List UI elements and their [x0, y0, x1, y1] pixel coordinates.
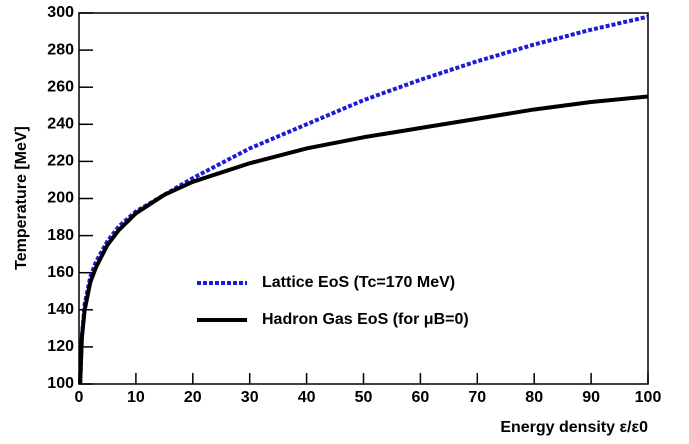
- y-tick-label: 240: [47, 116, 74, 133]
- y-tick-label: 200: [47, 190, 74, 207]
- legend-label: Lattice EoS (Tc=170 MeV): [262, 274, 455, 291]
- y-tick-label: 160: [47, 264, 74, 281]
- y-tick-label: 100: [47, 375, 74, 392]
- x-tick-label: 50: [355, 389, 373, 406]
- x-tick-label: 20: [184, 389, 202, 406]
- x-tick-label: 90: [582, 389, 600, 406]
- series-line: [78, 94, 649, 385]
- y-tick-label: 300: [47, 4, 74, 21]
- x-tick-label: 70: [468, 389, 486, 406]
- y-tick-label: 260: [47, 78, 74, 95]
- plot-frame: [78, 12, 649, 385]
- legend-label: Hadron Gas EoS (for μB=0): [262, 311, 469, 328]
- y-axis-label: Temperature [MeV]: [13, 126, 30, 270]
- y-tick-label: 140: [47, 301, 74, 318]
- x-axis-label: Energy density ε/ε0: [500, 419, 648, 436]
- x-tick-label: 10: [127, 389, 145, 406]
- x-tick-label: 40: [298, 389, 316, 406]
- series-line: [78, 14, 649, 385]
- x-tick-label: 60: [412, 389, 430, 406]
- y-tick-label: 180: [47, 227, 74, 244]
- y-tick-label: 220: [47, 153, 74, 170]
- x-tick-label: 30: [241, 389, 259, 406]
- x-tick-label: 0: [75, 389, 84, 406]
- y-tick-label: 120: [47, 338, 74, 355]
- y-tick-label: 280: [47, 41, 74, 58]
- x-tick-label: 80: [525, 389, 543, 406]
- x-tick-label: 100: [635, 389, 662, 406]
